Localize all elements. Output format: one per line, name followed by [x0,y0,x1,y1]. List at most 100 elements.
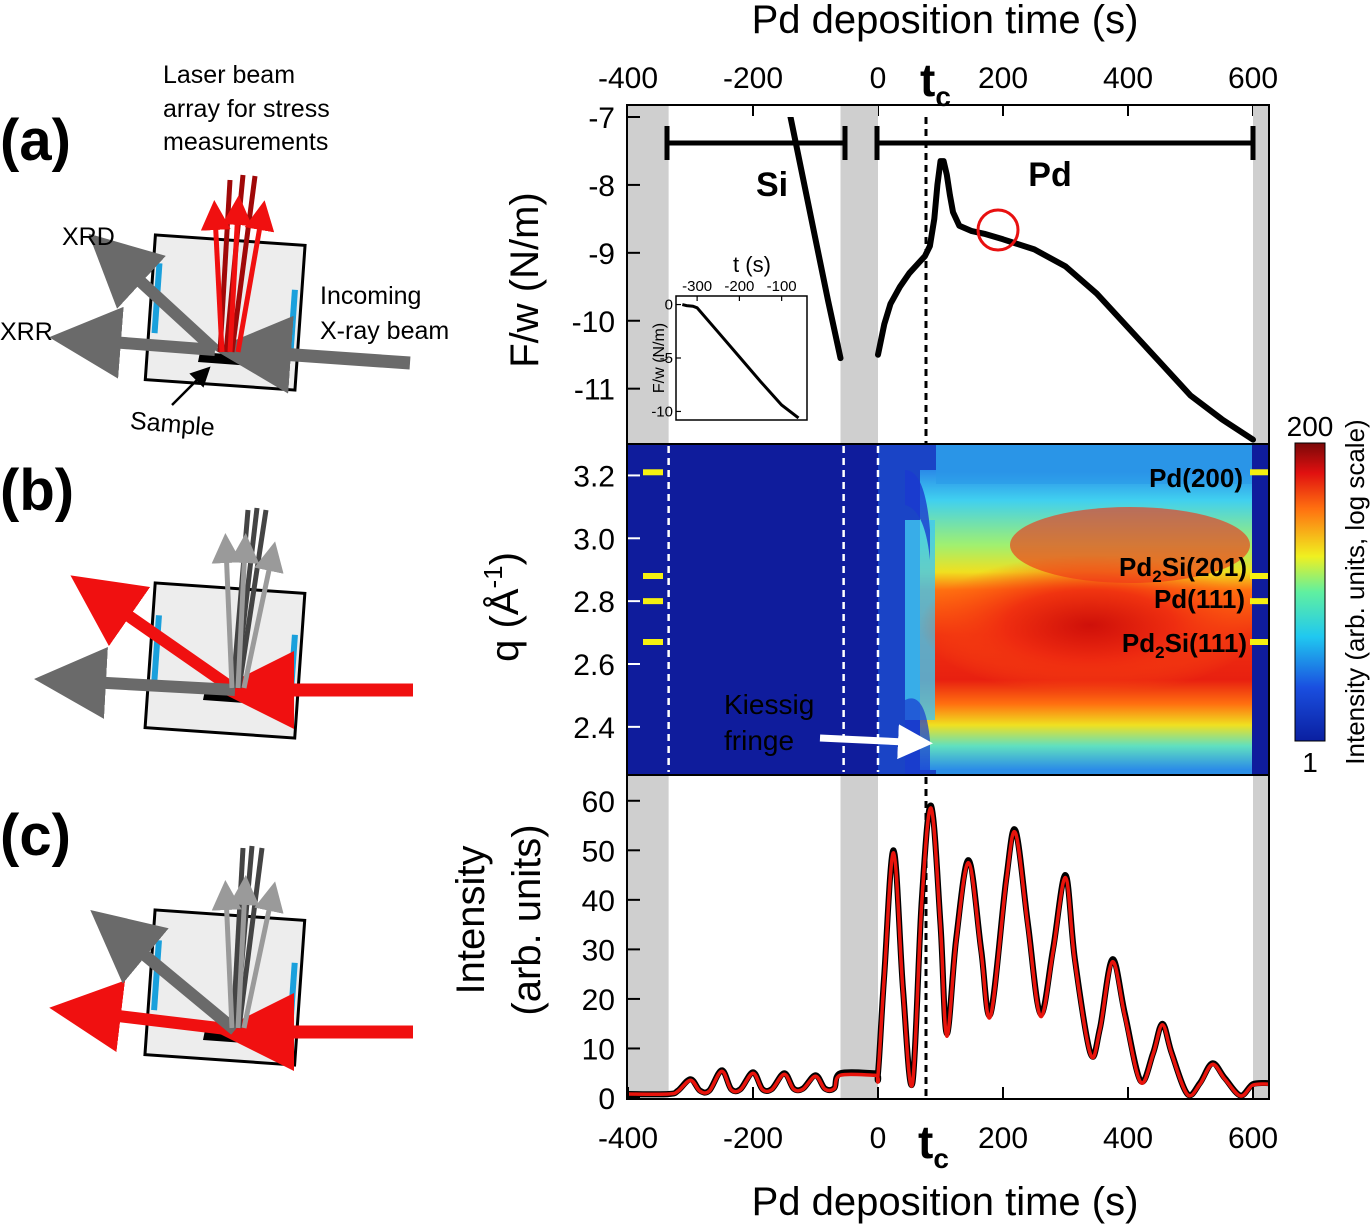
top-tick-label: 400 [1103,62,1153,95]
schematic-c [49,845,413,1071]
sample-label: Sample [129,407,216,442]
panel-label-a: (a) [0,108,71,173]
y-tick-label-b: 3.0 [573,523,615,556]
chamber-box [143,581,307,740]
heatmap-dashed-lines [667,446,880,772]
shaded-region [1253,105,1268,444]
top-axis-ticks: -400 -200 0 200 400 600 [598,62,1278,116]
colorbar-ramp [1294,442,1326,742]
laser-reflect-1 [200,200,231,353]
bottom-tick-label: 0 [870,1122,887,1155]
y-tick-label-b: 3.2 [573,460,615,493]
xrd-label: XRD [62,223,115,251]
colorbar-title: Intensity (arb. units, log scale) [1340,419,1370,764]
pd-interval-bar [874,126,1256,160]
y-tick-label-c: 60 [582,786,615,819]
top-tick-label: -400 [598,62,658,95]
pd-label: Pd [1028,156,1071,194]
xrr-red-beam [49,980,236,1053]
heatmap-top-edge [936,444,1252,484]
incoming-label-line1: Incoming [320,282,421,310]
xrr-label: XRR [0,318,53,346]
xrd-grey-beam [90,910,239,1035]
incoming-label-line2: X-ray beam [320,317,449,345]
heatmap-right-edge [1252,444,1268,774]
y-axis-label-c-line2: (arb. units) [505,824,549,1015]
laser-reflect-1 [211,880,242,1029]
y-tick-label-a: -11 [574,374,615,407]
shaded-regions [628,775,1268,1099]
kiessig-label-line2: fringe [724,725,794,756]
laser-reflect-3 [241,881,284,1029]
laser-label-line3: measurements [163,128,328,156]
inset-x-tick-label: -200 [724,278,754,295]
laser-beam-3 [236,509,269,689]
peak-label-pd200: Pd(200) [1149,463,1243,493]
laser-reflect-3 [235,200,275,353]
laser-reflect-2 [229,875,260,1029]
y-tick-label-a: -8 [588,170,615,203]
left-peak-marker [643,598,663,605]
y-tick-label-a: -7 [588,102,615,135]
y-axis-label-b: q (Å-1) [478,552,527,662]
shaded-region [628,105,669,444]
y-tick-label-c: 50 [582,835,615,868]
si-interval-bar [664,126,848,160]
inset-series [681,303,800,420]
tc-bottom-label: tc [918,1116,949,1174]
intensity-curves [628,802,1268,1098]
fit-series [628,806,1268,1098]
shaded-regions [628,105,1268,444]
right-peak-marker [1250,639,1268,645]
panel-a-stress-plot: Si Pd -7 -8 -9 -10 -11 F/w (N/m) t (s) F/w (… [503,102,1270,1098]
inset-y-label: F/w (N/m) [651,323,668,393]
left-peak-marker [643,469,663,476]
schematic-b [34,507,413,740]
kiessig-arrow [819,724,933,760]
laser-reflect-1 [211,533,242,689]
inset-curve [681,303,800,420]
y-axis-ticks-a: -7 -8 -9 -10 -11 [572,102,640,407]
top-tick-label: 600 [1228,62,1278,95]
inset-ticks: -300 -200 -100 0 -5 -10 [651,278,796,420]
inset-x-tick-label: -300 [682,278,712,295]
bottom-tick-label: 200 [978,1122,1028,1155]
y-tick-label-b: 2.4 [573,712,615,745]
sample-pointer-arrow [171,366,211,406]
laser-label-line2: array for stress [163,95,330,123]
xrr-grey-beam [34,647,236,719]
xrd-beam [88,233,220,355]
y-axis-label-c-line1: Intensity [449,846,493,995]
y-tick-label-c: 10 [582,1033,615,1066]
bottom-tick-label: 600 [1228,1122,1278,1155]
stress-curves [787,117,1256,443]
y-tick-label-c: 0 [598,1083,615,1116]
panel-c-intensity-plot: 0 10 20 30 40 50 60 Intensity (arb. units) [449,774,1270,1116]
schematic-column: (a) (b) (c) Laser beam array for stress … [0,61,449,1071]
colorbar-min: 1 [1302,747,1318,778]
peak-markers [643,469,1268,645]
inset-y-tick-label: -5 [660,350,673,367]
inset-y-tick-label: 0 [665,297,673,314]
right-peak-marker [1250,573,1268,579]
colorbar: 200 1 Intensity (arb. units, log scale) [1287,411,1370,778]
top-tick-label: -200 [723,62,783,95]
top-tick-label: 0 [870,62,887,95]
inset-x-label: t (s) [733,252,771,277]
laser-reflect-2 [222,195,253,353]
y-tick-label-c: 20 [582,984,615,1017]
tc-top-label: tc [920,54,951,112]
kiessig-label-line1: Kiessig [724,689,814,720]
bottom-tick-label: -400 [598,1122,658,1155]
colorbar-max: 200 [1287,411,1334,442]
top-axis-title: Pd deposition time (s) [752,0,1139,42]
laser-reflect-2 [229,533,260,689]
panel-label-c: (c) [0,803,71,868]
top-tick-label: 200 [978,62,1028,95]
inset-y-tick-label: -10 [651,403,673,420]
panel-b-heatmap: 3.2 3.0 2.8 2.6 2.4 Pd(200) Pd2Si(201) Pd(11… [478,443,1270,776]
right-peak-marker [1250,598,1268,605]
y-tick-label-b: 2.8 [573,586,615,619]
y-axis-ticks-b: 3.2 3.0 2.8 2.6 2.4 [573,460,640,745]
